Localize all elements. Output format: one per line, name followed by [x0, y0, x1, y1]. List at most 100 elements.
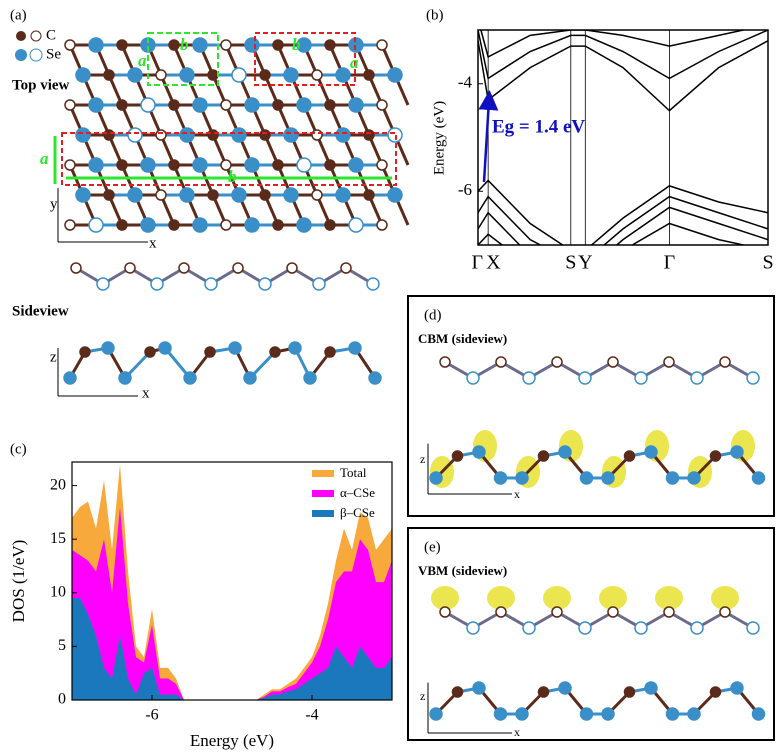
orbital [655, 586, 683, 610]
band-line [478, 179, 768, 245]
se-icon [29, 48, 43, 62]
atom [522, 371, 536, 385]
atom [296, 157, 312, 173]
cell-box [61, 132, 397, 186]
atom [272, 219, 284, 231]
atom [127, 187, 143, 203]
atom [515, 707, 529, 721]
atom [607, 356, 619, 368]
atom [687, 471, 701, 485]
atom [644, 681, 658, 695]
atom [192, 97, 208, 113]
atom [204, 277, 218, 291]
plot-frame [477, 29, 769, 246]
lattice-label: b [228, 167, 237, 186]
atom [429, 707, 443, 721]
atom [64, 159, 76, 171]
atom [116, 39, 128, 51]
y-tick-label: 10 [50, 583, 66, 600]
atom [466, 621, 480, 635]
atom [730, 445, 744, 459]
atom [466, 371, 480, 385]
legend-swatch [312, 470, 334, 477]
atom [179, 127, 195, 143]
x-tick-label: Y [578, 252, 592, 274]
atom [63, 371, 77, 385]
atom [259, 129, 271, 141]
axis-title: Energy (eV) [431, 101, 447, 175]
atom [644, 445, 658, 459]
atom [168, 39, 180, 51]
atom [88, 37, 104, 53]
atom [192, 37, 208, 53]
atom [558, 445, 572, 459]
view-title: Sideview [12, 303, 69, 319]
lattice-label: b [180, 35, 189, 54]
atom [719, 356, 731, 368]
orbital [431, 586, 459, 610]
legend-swatch [312, 510, 334, 517]
panel-label: (a) [10, 7, 27, 23]
atom [127, 67, 143, 83]
cell-box [254, 32, 356, 86]
atom [244, 37, 260, 53]
atom [272, 159, 284, 171]
atom [335, 67, 351, 83]
atom [387, 67, 403, 83]
atom [623, 686, 636, 698]
legend-swatch [312, 490, 334, 497]
atom [690, 621, 704, 635]
atom [283, 187, 299, 203]
band-line [478, 206, 768, 245]
atom [272, 39, 284, 51]
atom [140, 97, 156, 113]
atom [439, 356, 451, 368]
x-tick-label: S [762, 252, 773, 274]
x-tick-label: Γ [471, 252, 483, 274]
atom [537, 686, 550, 698]
atom [283, 67, 299, 83]
atom [286, 262, 298, 274]
atom [75, 187, 91, 203]
y-tick-label: -6 [458, 180, 472, 199]
atom [140, 217, 156, 233]
atom [665, 471, 680, 485]
axis-label: z [420, 452, 425, 466]
orbital [487, 586, 515, 610]
atom [387, 187, 403, 203]
atom [522, 621, 536, 635]
axis-label: x [149, 235, 157, 251]
atom [634, 371, 648, 385]
bands [478, 30, 768, 245]
panel-title: VBM (sideview) [418, 563, 507, 578]
legend-label: β–CSe [340, 505, 375, 520]
area [72, 507, 392, 700]
atom [116, 219, 128, 231]
atom [207, 69, 219, 81]
axis-label: x [142, 385, 150, 401]
atom [168, 219, 180, 231]
atom [558, 681, 572, 695]
panel-frame [407, 527, 775, 741]
atom [368, 371, 382, 385]
x-tick-label: Γ [664, 252, 676, 274]
gap-arrow [478, 90, 499, 183]
atom [746, 371, 760, 385]
axis-label: x [514, 725, 520, 739]
y-tick-label: -4 [458, 73, 473, 92]
atom [348, 97, 364, 113]
atom [311, 189, 323, 201]
atom [168, 159, 180, 171]
atom [258, 277, 272, 291]
carbon-icon [30, 30, 42, 42]
atom [88, 157, 104, 173]
band-line [478, 40, 768, 112]
atom [207, 129, 219, 141]
axis-title: DOS (1/eV) [9, 540, 28, 623]
atom [719, 606, 731, 618]
legend-label: C [46, 27, 56, 43]
atom [537, 450, 550, 462]
axis-label: y [50, 196, 58, 212]
atom [259, 69, 271, 81]
lattice-label: a [138, 51, 147, 70]
